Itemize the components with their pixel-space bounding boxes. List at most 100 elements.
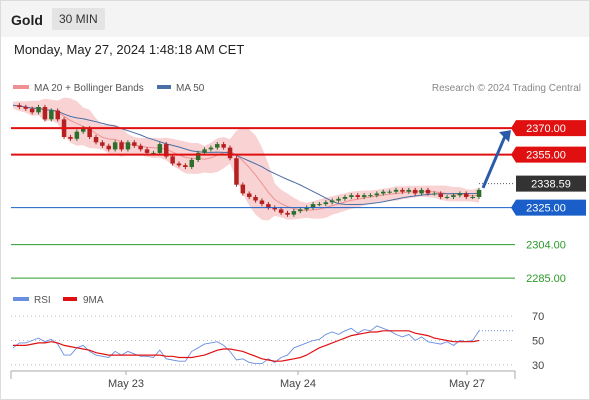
level-2355-00-label: 2355.00	[526, 150, 566, 162]
candle-body	[253, 197, 258, 201]
candle-body	[329, 200, 335, 203]
x-axis-tick-label: May 23	[108, 378, 144, 390]
level-2325-00-tag	[511, 199, 586, 216]
candle-body	[470, 197, 475, 198]
candle-body	[164, 144, 169, 157]
candle-body	[304, 207, 309, 210]
candle-body	[151, 152, 156, 154]
candle-body	[393, 189, 399, 192]
forecast-arrow-head	[499, 130, 511, 143]
candle-body	[349, 195, 354, 197]
candle-body	[266, 204, 271, 208]
candle-body	[317, 204, 322, 206]
candle-body	[361, 195, 367, 197]
level-2304-00-label: 2304.00	[526, 240, 566, 252]
candle-body	[138, 145, 143, 150]
candle-body	[183, 165, 188, 167]
candle-body	[425, 189, 431, 194]
candle-body	[374, 193, 380, 196]
candle-body	[215, 144, 220, 148]
candle-body	[438, 193, 443, 197]
candle-body	[170, 156, 175, 164]
legend-bollinger-label: MA 20 + Bollinger Bands	[34, 83, 144, 94]
candle-body	[444, 197, 450, 198]
candle-body	[157, 144, 163, 153]
candle-body	[291, 211, 297, 215]
candle-body	[112, 142, 118, 150]
x-axis-tick-label: May 27	[449, 378, 485, 390]
candle-body	[285, 212, 290, 215]
candle-body	[247, 193, 252, 197]
candle-body	[387, 191, 392, 193]
candle-body	[100, 142, 105, 146]
candle-body	[298, 209, 303, 212]
forecast-arrow-line	[481, 135, 507, 189]
legend-rsi-swatch	[13, 297, 29, 301]
legend-rsi-ma-swatch	[63, 297, 77, 301]
candle-body	[419, 189, 424, 194]
rsi-tick-label: 70	[532, 311, 544, 323]
candle-body	[412, 189, 418, 194]
candle-body	[189, 159, 194, 167]
candle-body	[23, 107, 28, 109]
candle-body	[55, 110, 60, 120]
candle-body	[227, 147, 233, 159]
candle-body	[29, 108, 35, 113]
candle-body	[221, 144, 226, 148]
legend-ma50-label: MA 50	[176, 83, 205, 94]
candle-body	[451, 195, 456, 197]
legend-rsi-ma-label: 9MA	[83, 295, 104, 306]
level-2370-00-label: 2370.00	[526, 123, 566, 135]
legend-ma50-swatch	[157, 85, 171, 89]
candle-body	[87, 128, 92, 137]
candle-body	[240, 184, 246, 194]
legend-bollinger-swatch	[13, 85, 29, 89]
candle-body	[400, 189, 405, 192]
candle-body	[49, 110, 54, 120]
candle-body	[119, 142, 124, 150]
level-2285-00-label: 2285.00	[526, 273, 566, 285]
candle-body	[132, 142, 137, 146]
candle-body	[144, 149, 150, 153]
candle-body	[355, 195, 360, 197]
candle-body	[464, 193, 469, 197]
candle-body	[310, 204, 316, 208]
level-2325-00-label: 2325.00	[526, 203, 566, 215]
level-2338-59-tag	[516, 175, 586, 192]
candle-body	[176, 163, 182, 166]
candle-body	[342, 197, 348, 199]
candle-body	[432, 193, 437, 195]
header-bar: Gold 30 MIN	[1, 1, 589, 37]
ma50-line	[12, 104, 480, 205]
timeframe-tab[interactable]: 30 MIN	[52, 8, 105, 30]
candle-body	[272, 207, 277, 210]
candle-body	[323, 202, 329, 205]
candle-body	[476, 189, 482, 197]
candle-body	[36, 107, 41, 113]
candle-body	[457, 193, 463, 196]
legend-rsi-label: RSI	[34, 295, 51, 306]
candle-body	[208, 147, 214, 150]
instrument-title: Gold	[11, 12, 43, 28]
candle-body	[336, 198, 341, 201]
candle-body	[42, 107, 48, 120]
rsi-tick-label: 30	[532, 360, 544, 372]
candle-body	[17, 105, 22, 107]
datetime-label: Monday, May 27, 2024 1:48:18 AM CET	[14, 42, 245, 57]
candle-body	[381, 191, 386, 194]
candle-body	[195, 152, 201, 160]
bollinger-band-area	[13, 97, 479, 221]
level-2370-00-tag	[511, 120, 586, 137]
rsi-series-line-1	[13, 330, 480, 362]
level-2338-59-label: 2338.59	[531, 179, 571, 191]
candle-body	[406, 189, 411, 192]
candle-body	[125, 142, 131, 150]
candle-body	[259, 200, 265, 204]
credit-text: Research © 2024 Trading Central	[432, 83, 581, 94]
candle-body	[234, 158, 239, 185]
candle-body	[278, 209, 284, 213]
candle-body	[106, 145, 111, 150]
candle-body	[202, 149, 207, 153]
